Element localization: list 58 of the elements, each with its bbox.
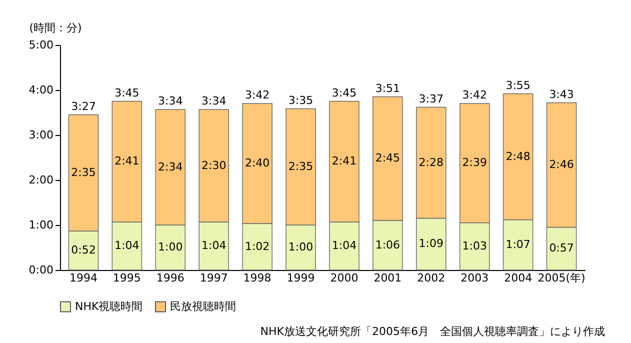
total-label: 3:34 bbox=[158, 94, 183, 108]
y-tick-label: 0:00 bbox=[28, 264, 54, 276]
data-label: 1:04 bbox=[332, 239, 357, 252]
data-label: 1:00 bbox=[158, 240, 183, 254]
total-label: 3:43 bbox=[549, 88, 574, 101]
y-tick-label: 4:00 bbox=[28, 84, 54, 96]
y-tick-label: 1:00 bbox=[28, 218, 54, 232]
text: NHK放送文化研究所「2005年6月 全国個人視聴率調査」により作成 bbox=[260, 325, 605, 338]
data-label: 2:34 bbox=[158, 160, 183, 174]
x-tick-label: 2000 bbox=[330, 272, 358, 284]
data-label: 2:28 bbox=[418, 156, 444, 169]
x-tick-label: 1998 bbox=[243, 272, 272, 284]
x-tick-label: 1997 bbox=[200, 272, 228, 284]
x-tick-label: 2005(年) bbox=[538, 272, 586, 284]
legend-label: NHK視聴時間 bbox=[75, 300, 143, 313]
data-label: 1:06 bbox=[375, 238, 400, 252]
data-label: 2:45 bbox=[375, 152, 400, 165]
y-axis-title: (時間：分) bbox=[29, 22, 82, 34]
y-tick-label: 3:00 bbox=[28, 128, 54, 142]
total-label: 3:42 bbox=[462, 88, 487, 102]
data-label: 2:40 bbox=[244, 156, 270, 170]
total-label: 3:34 bbox=[202, 94, 226, 108]
x-tick-label: 1999 bbox=[286, 272, 315, 284]
data-label: 1:04 bbox=[114, 239, 140, 252]
total-label: 3:45 bbox=[332, 86, 357, 100]
total-label: 3:55 bbox=[506, 78, 530, 92]
data-label: 0:52 bbox=[71, 244, 96, 256]
x-tick-label: 1996 bbox=[156, 272, 184, 284]
data-label: 2:35 bbox=[71, 166, 96, 179]
legend-label: 民放視聴時間 bbox=[170, 300, 236, 313]
data-label: 1:02 bbox=[244, 240, 270, 253]
data-label: 2:46 bbox=[549, 158, 574, 171]
total-label: 3:37 bbox=[418, 92, 444, 106]
data-label: 2:41 bbox=[114, 154, 140, 168]
x-tick-label: 1994 bbox=[69, 272, 98, 284]
x-tick-label: 1995 bbox=[112, 272, 141, 284]
y-tick-label: 2:00 bbox=[28, 174, 54, 186]
x-tick-label: 2002 bbox=[417, 272, 446, 284]
data-label: 1:03 bbox=[462, 239, 487, 252]
total-label: 3:51 bbox=[375, 82, 400, 95]
x-tick-label: 2003 bbox=[460, 272, 489, 284]
data-label: 0:57 bbox=[549, 242, 574, 255]
total-label: 3:27 bbox=[71, 100, 96, 113]
data-label: 1:07 bbox=[506, 238, 530, 251]
data-label: 2:41 bbox=[332, 154, 357, 168]
data-label: 2:39 bbox=[462, 156, 487, 170]
total-label: 3:45 bbox=[114, 86, 140, 100]
x-tick-label: 2004 bbox=[504, 272, 532, 284]
data-label: 2:48 bbox=[506, 150, 530, 163]
data-label: 2:30 bbox=[202, 158, 226, 172]
data-label: 1:04 bbox=[202, 239, 226, 252]
data-label: 1:00 bbox=[288, 240, 314, 254]
y-tick-label: 5:00 bbox=[28, 38, 54, 52]
x-tick-label: 2001 bbox=[374, 272, 402, 284]
total-label: 3:42 bbox=[244, 88, 270, 102]
data-label: 2:35 bbox=[288, 160, 314, 173]
data-label: 1:09 bbox=[418, 237, 444, 250]
total-label: 3:35 bbox=[288, 94, 314, 107]
